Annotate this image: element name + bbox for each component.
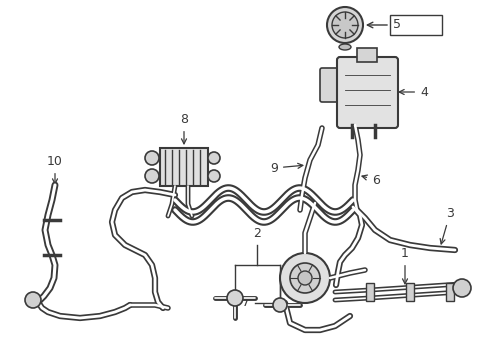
Circle shape <box>227 290 243 306</box>
Bar <box>357 48 377 62</box>
Circle shape <box>327 7 363 43</box>
Text: 10: 10 <box>47 155 63 184</box>
Circle shape <box>25 292 41 308</box>
Circle shape <box>145 151 159 165</box>
Circle shape <box>208 152 220 164</box>
Circle shape <box>453 279 471 297</box>
Circle shape <box>298 271 312 285</box>
Circle shape <box>145 169 159 183</box>
Bar <box>160 148 208 186</box>
Circle shape <box>290 263 320 293</box>
Circle shape <box>280 253 330 303</box>
Bar <box>390 15 442 35</box>
Ellipse shape <box>339 44 351 50</box>
Text: 4: 4 <box>399 85 428 99</box>
Bar <box>366 283 374 301</box>
FancyBboxPatch shape <box>320 68 344 102</box>
FancyBboxPatch shape <box>337 57 398 128</box>
Circle shape <box>332 12 358 38</box>
Text: 1: 1 <box>401 247 409 284</box>
Text: 7: 7 <box>242 297 250 310</box>
Text: 8: 8 <box>180 113 188 144</box>
Circle shape <box>273 298 287 312</box>
Circle shape <box>208 170 220 182</box>
Text: 2: 2 <box>253 227 261 240</box>
Text: 9: 9 <box>270 162 303 175</box>
Bar <box>446 283 454 301</box>
Bar <box>406 283 414 301</box>
Text: 5: 5 <box>393 18 401 31</box>
Text: 6: 6 <box>362 174 380 186</box>
Text: 3: 3 <box>440 207 454 244</box>
